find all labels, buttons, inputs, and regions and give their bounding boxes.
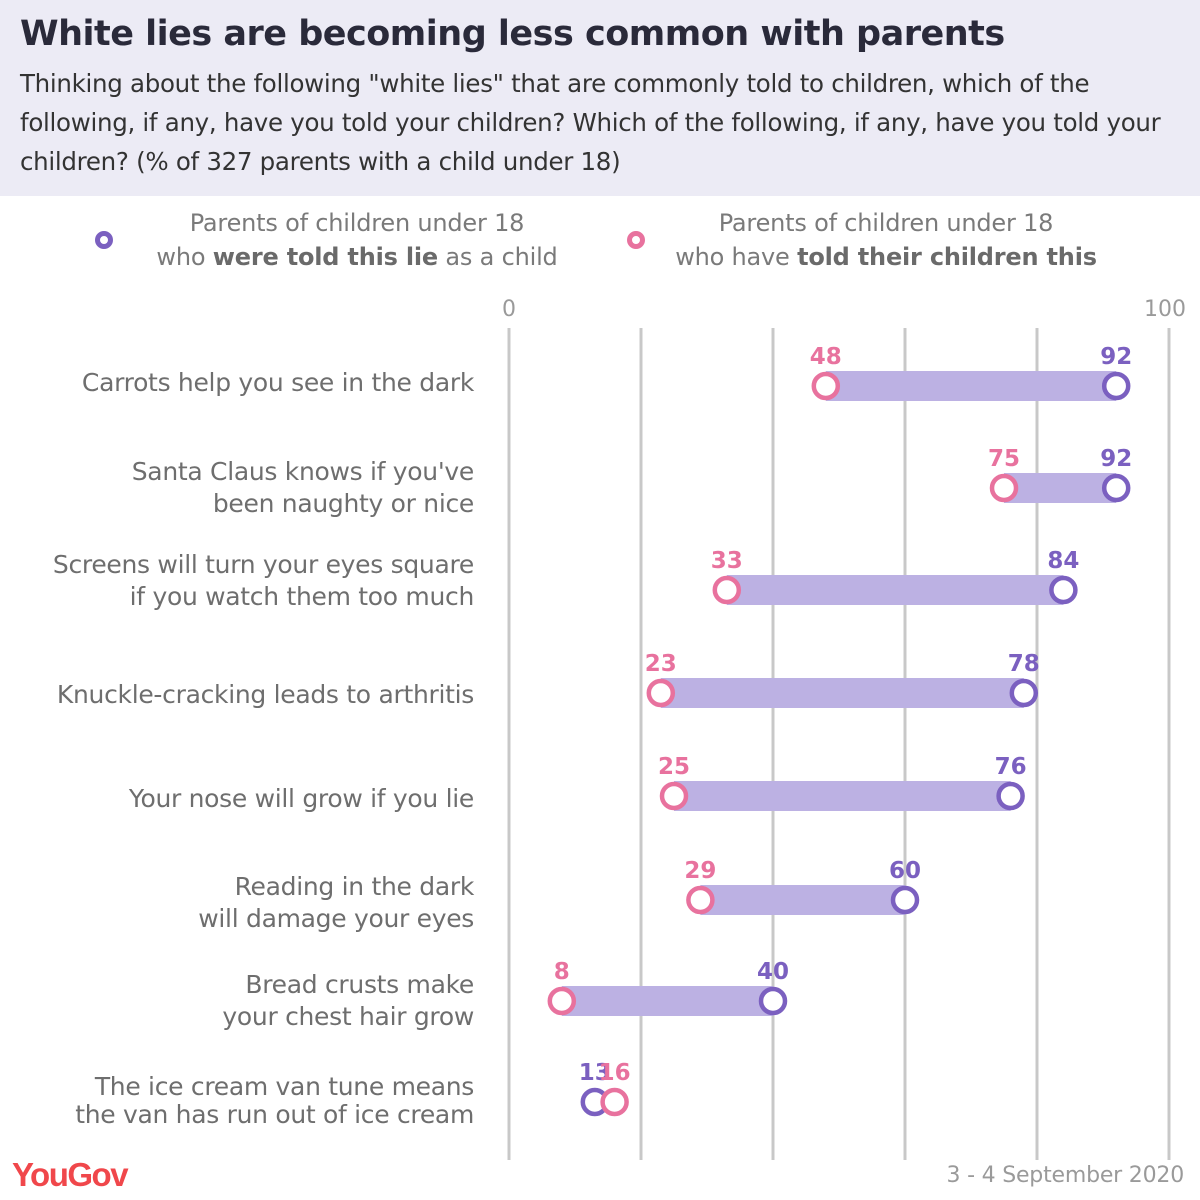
- range-bar: [674, 781, 1011, 811]
- range-bar: [726, 575, 1064, 605]
- told-as-child-point: [1101, 473, 1131, 503]
- told-as-child-value-label: 60: [889, 858, 921, 884]
- range-bar: [660, 678, 1024, 708]
- told-children-point: [646, 678, 676, 708]
- told-children-point: [600, 1087, 629, 1117]
- told-as-child-point: [1049, 575, 1078, 605]
- legend-line2-pre: who have: [675, 243, 798, 271]
- told-children-value-label: 23: [645, 651, 677, 677]
- range-bar: [825, 371, 1117, 401]
- yougov-logo: YouGov: [12, 1156, 129, 1193]
- told-as-child-value-label: 13: [579, 1060, 611, 1086]
- told-as-child-point: [1009, 678, 1039, 708]
- x-tick-label: 0: [502, 297, 516, 322]
- legend-line2-post: as a child: [437, 243, 558, 271]
- legend-line2: who have told their children this: [671, 240, 1101, 274]
- told-children-value-label: 75: [988, 446, 1020, 472]
- category-label: Carrots help you see in the dark: [82, 368, 475, 397]
- range-bar: [561, 986, 773, 1016]
- told-as-child-value-label: 76: [995, 754, 1027, 780]
- told-children-point: [659, 781, 689, 811]
- told-as-child-point: [890, 885, 920, 915]
- told-children-value-label: 48: [810, 344, 842, 370]
- told-as-child-value-label: 78: [1008, 651, 1040, 677]
- category-label: Reading in the dark: [235, 872, 475, 901]
- told-children-value-label: 16: [599, 1060, 631, 1086]
- category-label: Your nose will grow if you lie: [128, 784, 474, 813]
- chart-subtitle: Thinking about the following "white lies…: [20, 69, 1161, 176]
- category-label: will damage your eyes: [198, 904, 474, 933]
- told-children-value-label: 33: [711, 548, 743, 574]
- range-bar: [700, 885, 905, 915]
- legend-line2-bold: were told this lie: [212, 243, 438, 271]
- told-as-child-point: [1101, 371, 1131, 401]
- dumbbell-chart: 0 100 Carrots help you see in the dark 92 48…: [53, 297, 1186, 1160]
- told-children-value-label: 8: [554, 959, 570, 985]
- category-label: the van has run out of ice cream: [75, 1100, 474, 1129]
- category-label: The ice cream van tune means: [94, 1072, 474, 1101]
- legend-marker-told-as-child: [95, 231, 113, 249]
- category-label: Screens will turn your eyes square: [53, 550, 474, 579]
- told-children-value-label: 29: [684, 858, 716, 884]
- legend-line1: Parents of children under 18: [718, 209, 1054, 237]
- category-label: Knuckle-cracking leads to arthritis: [57, 680, 474, 709]
- told-children-point: [686, 885, 715, 915]
- told-children-point: [989, 473, 1019, 503]
- legend-label-told-as-child: Parents of children under 18 who were to…: [152, 206, 562, 274]
- told-children-point: [547, 986, 577, 1016]
- category-label: been naughty or nice: [213, 489, 474, 518]
- category-label: Santa Claus knows if you've: [132, 457, 474, 486]
- legend-line1: Parents of children under 18: [189, 209, 525, 237]
- told-as-child-point: [758, 986, 788, 1016]
- x-tick-label: 100: [1144, 297, 1186, 322]
- category-label: if you watch them too much: [130, 582, 474, 611]
- told-as-child-value-label: 84: [1047, 548, 1079, 574]
- told-children-point: [811, 371, 841, 401]
- legend-marker-told-children: [627, 231, 645, 249]
- told-as-child-value-label: 40: [757, 959, 789, 985]
- told-as-child-point: [996, 781, 1025, 811]
- legend-label-told-children: Parents of children under 18 who have to…: [671, 206, 1101, 274]
- legend-line2-bold: told their children this: [797, 243, 1097, 271]
- told-as-child-value-label: 92: [1100, 446, 1132, 472]
- category-label: your chest hair grow: [222, 1002, 474, 1031]
- told-children-value-label: 25: [658, 754, 690, 780]
- header-panel: White lies are becoming less common with…: [0, 0, 1200, 196]
- told-as-child-value-label: 92: [1100, 344, 1132, 370]
- category-label: Bread crusts make: [245, 970, 474, 999]
- range-bar: [1004, 473, 1117, 503]
- told-children-point: [712, 575, 742, 605]
- chart-title: White lies are becoming less common with…: [20, 14, 1005, 54]
- legend-line2-pre: who: [156, 243, 213, 271]
- legend-line2: who were told this lie as a child: [152, 240, 562, 274]
- survey-date: 3 - 4 September 2020: [946, 1163, 1185, 1188]
